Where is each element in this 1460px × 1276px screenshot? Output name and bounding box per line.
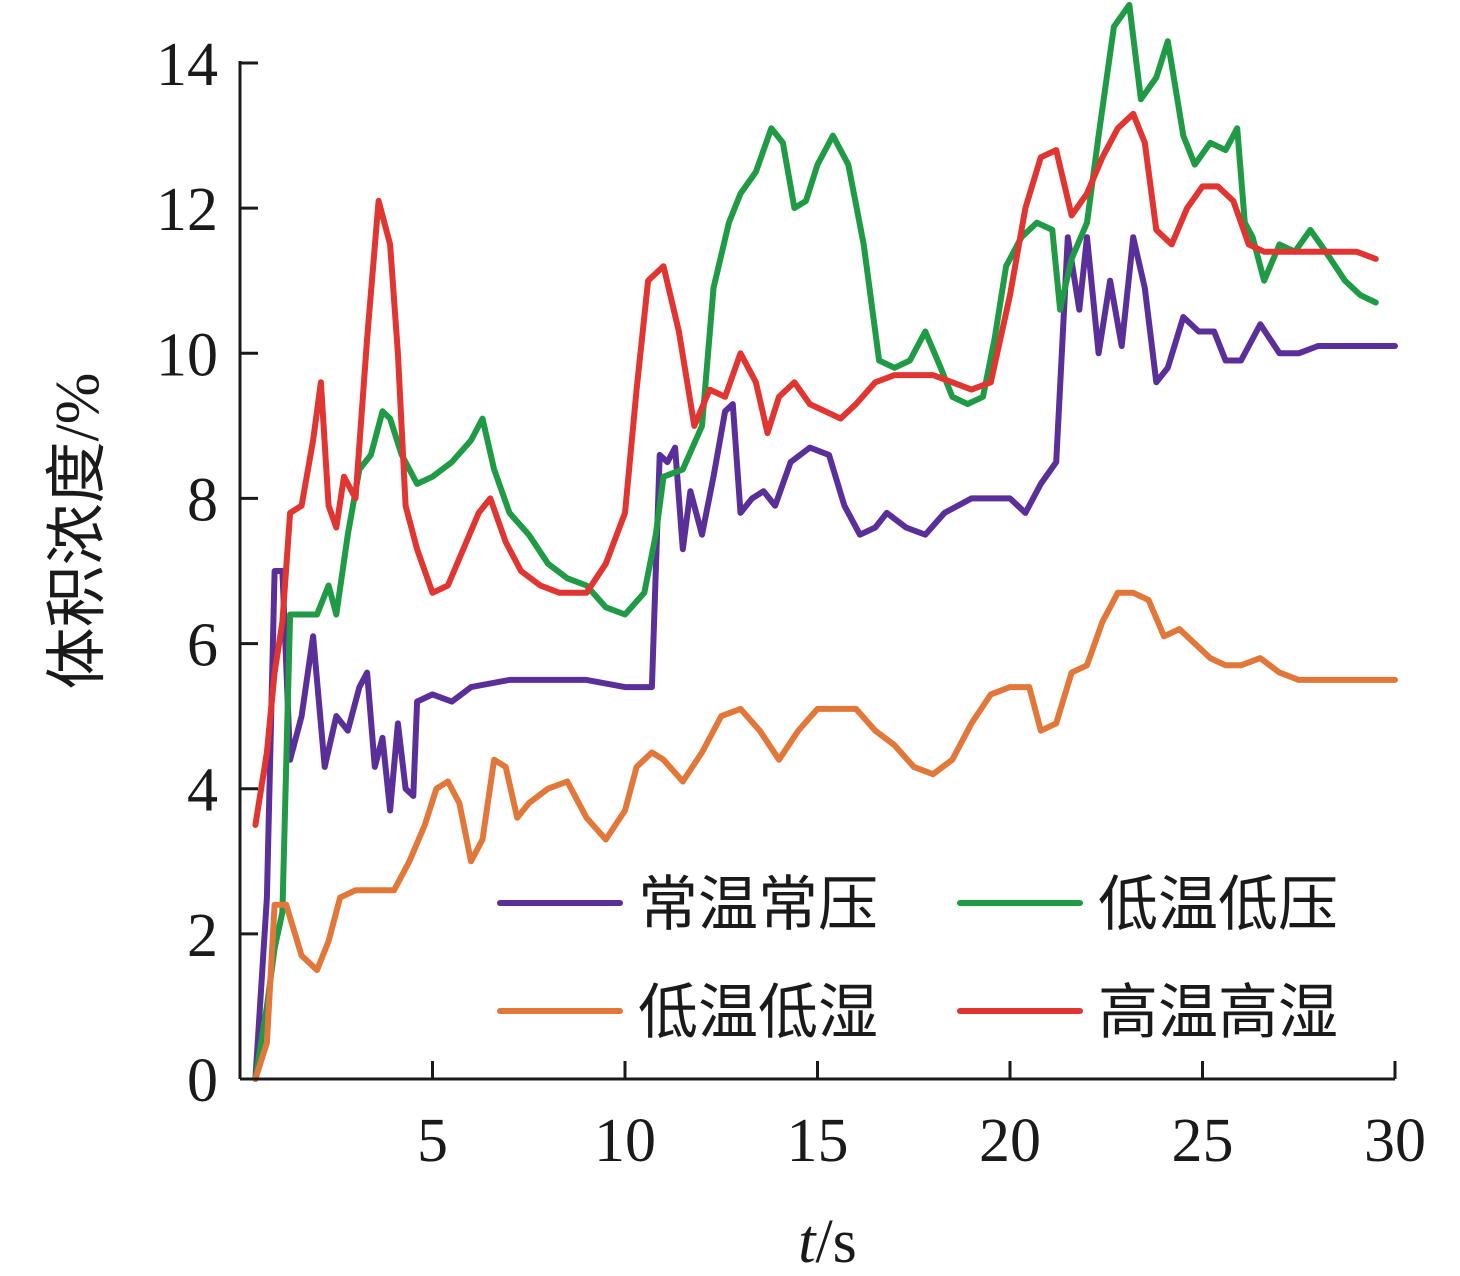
y-tick-label: 2: [187, 902, 218, 970]
y-tick-label: 10: [156, 321, 218, 389]
x-tick-label: 25: [1172, 1107, 1234, 1175]
legend-label-1: 低温低压: [1098, 870, 1338, 940]
legend-label-0: 常温常压: [638, 870, 878, 940]
series-line-2: [252, 589, 1398, 1082]
legend-label-2: 低温低湿: [638, 978, 878, 1048]
x-tick-label: 20: [979, 1107, 1041, 1175]
ticks-layer: 0 2 4 6 8 10 12 14 5 10 15 20 25 30: [156, 31, 1426, 1175]
y-tick-label: 12: [156, 176, 218, 244]
x-tick-label: 15: [787, 1107, 849, 1175]
x-axis-variable: t: [798, 1208, 817, 1276]
y-tick-label: 0: [187, 1047, 218, 1115]
legend-label-3: 高温高湿: [1098, 978, 1338, 1048]
x-tick-label: 5: [417, 1107, 448, 1175]
series-layer: [252, 1, 1398, 1082]
legend: 常温常压 低温低压 低温低湿 高温高湿: [497, 870, 1338, 1048]
x-axis-unit: /s: [815, 1208, 856, 1276]
y-tick-label: 6: [187, 612, 218, 680]
x-tick-label: 30: [1364, 1107, 1426, 1175]
x-axis-title: t/s: [798, 1208, 857, 1276]
y-axis-title: 体积浓度/%: [44, 373, 112, 690]
y-tick-label: 8: [187, 466, 218, 534]
x-tick-label: 10: [594, 1107, 656, 1175]
series-line-3: [252, 110, 1379, 828]
series-line-0: [252, 234, 1398, 1082]
y-tick-label: 4: [187, 757, 218, 825]
y-tick-label: 14: [156, 31, 218, 99]
series-line-1: [252, 1, 1379, 1082]
